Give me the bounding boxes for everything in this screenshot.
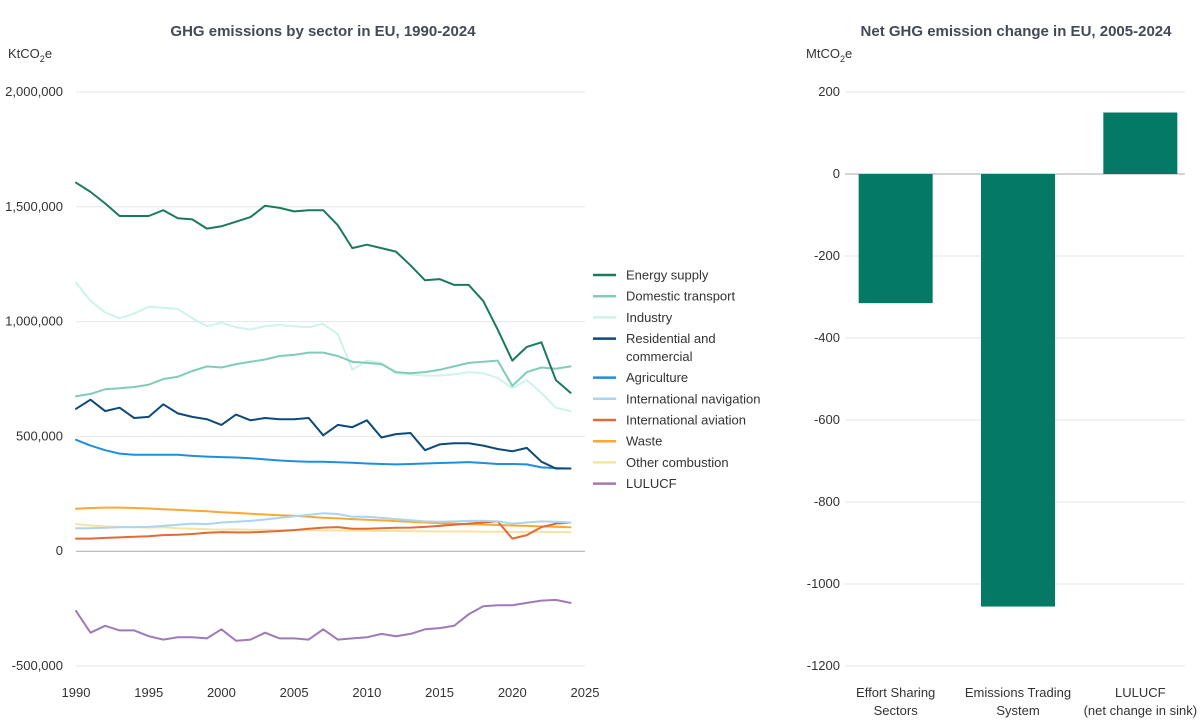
line-chart-y-tick-label: 500,000 <box>16 428 63 443</box>
bar-chart: Net GHG emission change in EU, 2005-2024… <box>806 23 1197 718</box>
legend-item: International navigation <box>593 391 760 406</box>
series-line-lulucf <box>75 598 572 642</box>
bar <box>981 174 1055 607</box>
legend-item: Residential and commercial <box>593 331 716 364</box>
series-line-international-aviation <box>75 520 572 540</box>
line-chart: GHG emissions by sector in EU, 1990-2024… <box>5 23 760 700</box>
legend-label: International navigation <box>626 391 760 406</box>
bar <box>858 174 933 304</box>
bar-chart-y-tick-label: -400 <box>814 330 840 345</box>
line-chart-y-unit-main: KtCO <box>8 46 40 61</box>
legend-label: Agriculture <box>626 370 688 385</box>
line-chart-y-tick-label: -500,000 <box>12 658 63 673</box>
line-chart-x-ticks: 1990 1995 2000 2005 2010 2015 2020 2025 <box>62 685 600 700</box>
legend-label: Domestic transport <box>626 289 735 304</box>
bar-chart-title: Net GHG emission change in EU, 2005-2024 <box>861 23 1173 40</box>
legend-label: LULUCF <box>626 476 677 491</box>
line-chart-x-tick-label: 2005 <box>280 685 309 700</box>
line-chart-x-tick-label: 2025 <box>571 685 600 700</box>
line-chart-y-tick-label: 0 <box>56 543 63 558</box>
line-chart-series <box>75 181 572 642</box>
legend-item: International aviation <box>593 413 746 428</box>
bar-chart-y-unit: MtCO2e <box>806 46 852 64</box>
bar-chart-y-unit-main: MtCO <box>806 46 840 61</box>
series-line-industry <box>75 281 572 413</box>
bar-chart-y-tick-label: -800 <box>814 494 840 509</box>
bar-chart-y-tick-label: -600 <box>814 412 840 427</box>
legend-label: Residential and commercial <box>626 331 716 364</box>
bar <box>1103 112 1178 174</box>
legend-item: Domestic transport <box>593 289 735 304</box>
line-chart-grid <box>76 91 585 667</box>
legend-label: Energy supply <box>626 268 709 283</box>
line-chart-legend: Energy supply Domestic transport Industry R… <box>593 268 760 491</box>
legend-label: International aviation <box>626 413 746 428</box>
legend-item: Other combustion <box>593 455 729 470</box>
bar-chart-y-tick-label: -1200 <box>807 658 840 673</box>
bar-chart-y-tick-label: 0 <box>833 166 840 181</box>
line-chart-y-tick-label: 1,000,000 <box>5 314 63 329</box>
legend-label: Other combustion <box>626 455 729 470</box>
series-line-residential-and-commercial <box>75 398 572 470</box>
line-chart-y-tick-label: 1,500,000 <box>5 199 63 214</box>
bar-chart-y-tick-label: 200 <box>818 84 840 99</box>
series-line-energy-supply <box>75 181 572 394</box>
bar-chart-y-tick-label: -1000 <box>807 576 840 591</box>
legend-item: Energy supply <box>593 268 709 283</box>
bar-category-label: Emissions Trading System <box>965 685 1071 718</box>
bar-category-label: Effort Sharing Sectors <box>856 685 935 718</box>
line-chart-x-tick-label: 2020 <box>498 685 527 700</box>
series-line-waste <box>75 506 572 529</box>
legend-item: Industry <box>593 310 673 325</box>
series-line-agriculture <box>75 438 572 470</box>
legend-item: Waste <box>593 434 662 449</box>
legend-item: Agriculture <box>593 370 688 385</box>
legend-item: LULUCF <box>593 476 677 491</box>
line-chart-title: GHG emissions by sector in EU, 1990-2024 <box>170 23 476 40</box>
line-chart-x-tick-label: 2010 <box>352 685 381 700</box>
legend-label: Waste <box>626 434 662 449</box>
bar-chart-y-unit-sub: 2 <box>840 54 845 64</box>
line-chart-x-tick-label: 2000 <box>207 685 236 700</box>
legend-label: Industry <box>626 310 673 325</box>
line-chart-x-tick-label: 1990 <box>62 685 91 700</box>
line-chart-y-ticks: -500,000 0 500,000 1,000,000 1,500,000 2,000,… <box>5 84 63 673</box>
bar-chart-y-ticks: -1200 -1000 -800 -600 -400 -200 0 200 <box>807 84 840 673</box>
line-chart-y-unit-tail: e <box>45 46 52 61</box>
series-line-international-navigation <box>75 512 572 530</box>
line-chart-x-tick-label: 2015 <box>425 685 454 700</box>
line-chart-y-unit-sub: 2 <box>40 54 45 64</box>
series-line-other-combustion <box>75 523 572 534</box>
bar-category-label: LULUCF (net change in sink) <box>1084 685 1197 718</box>
series-line-domestic-transport <box>75 351 572 398</box>
bar-chart-y-tick-label: -200 <box>814 248 840 263</box>
line-chart-y-unit: KtCO2e <box>8 46 52 64</box>
line-chart-x-tick-label: 1995 <box>134 685 163 700</box>
line-chart-y-tick-label: 2,000,000 <box>5 84 63 99</box>
bar-chart-category-labels: Effort Sharing Sectors Emissions Trading Sy… <box>856 685 1197 718</box>
bar-chart-bars <box>858 112 1178 607</box>
bar-chart-y-unit-tail: e <box>845 46 852 61</box>
